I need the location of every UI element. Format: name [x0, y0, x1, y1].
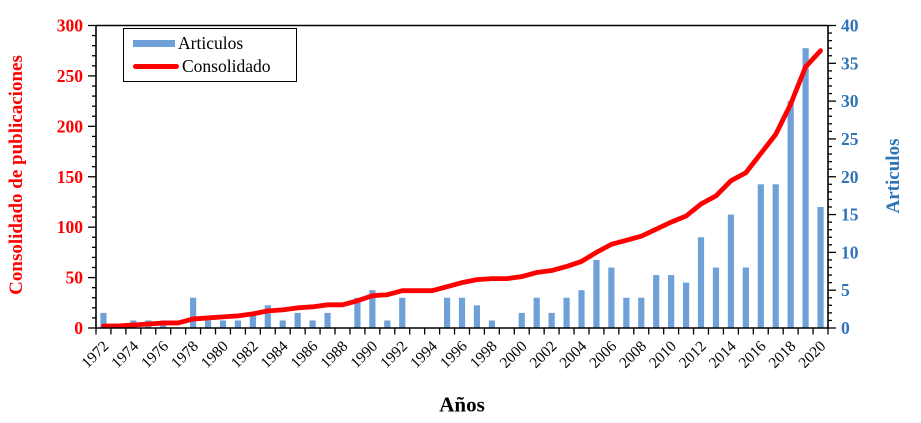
- bar-1986: [309, 320, 316, 328]
- bar-2004: [578, 290, 585, 328]
- bar-1983: [264, 305, 271, 328]
- left-tick-label: 250: [57, 66, 84, 86]
- x-tick-label: 1994: [407, 338, 441, 372]
- right-tick-label: 5: [841, 280, 850, 300]
- legend-line-swatch: [133, 64, 179, 70]
- left-tick-label: 100: [57, 217, 84, 237]
- left-tick-label: 150: [57, 167, 84, 187]
- x-tick-label: 2002: [527, 338, 561, 372]
- bar-2019: [802, 48, 809, 328]
- bar-2015: [742, 267, 749, 328]
- consolidado-line: [101, 48, 823, 329]
- legend-label: Articulos: [178, 32, 244, 53]
- right-tick-label: 30: [841, 91, 859, 111]
- x-tick-label: 2014: [706, 338, 740, 372]
- right-tick-label: 20: [841, 167, 859, 187]
- bar-2018: [787, 101, 794, 329]
- bar-2003: [563, 297, 570, 328]
- bar-1996: [458, 297, 466, 328]
- bar-2012: [697, 237, 705, 328]
- x-tick-label: 2004: [556, 338, 590, 372]
- bar-2007: [623, 297, 630, 328]
- bar-1989: [354, 297, 361, 328]
- bar-2010: [668, 275, 675, 328]
- bar-1972: [100, 312, 107, 329]
- right-axis-title: Articulos: [883, 138, 904, 214]
- x-tick-label: 1998: [467, 338, 501, 372]
- bar-2011: [682, 282, 690, 329]
- left-tick-label: 200: [57, 116, 84, 136]
- bar-1998: [488, 320, 495, 328]
- right-tick-label: 40: [841, 16, 859, 36]
- x-tick-label: 1988: [317, 338, 351, 372]
- bar-2002: [548, 312, 555, 329]
- bar-2020: [817, 207, 824, 328]
- legend-label: Consolidado: [182, 55, 271, 76]
- x-tick-label: 1976: [138, 338, 172, 372]
- x-tick-label: 2008: [616, 338, 650, 372]
- bar-1987: [324, 312, 331, 329]
- x-tick-label: 2016: [736, 338, 770, 372]
- right-tick-label: 0: [841, 318, 850, 338]
- legend-bar-swatch: [133, 39, 175, 47]
- x-tick-label: 1980: [198, 338, 232, 372]
- bar-1978: [190, 297, 197, 328]
- bar-1995: [443, 297, 451, 328]
- bar-1997: [473, 305, 481, 328]
- bar-2001: [533, 297, 540, 328]
- x-tick-label: 2020: [795, 338, 829, 372]
- bar-2008: [638, 297, 645, 328]
- x-tick-label: 2012: [676, 338, 710, 372]
- bar-2005: [593, 259, 600, 328]
- bar-1990: [369, 290, 376, 328]
- left-tick-label: 0: [74, 318, 83, 338]
- x-tick-label: 1990: [347, 338, 381, 372]
- x-tick-label: 1982: [228, 338, 262, 372]
- x-tick-label: 1972: [78, 338, 112, 372]
- legend: Articulos Consolidado: [123, 28, 297, 82]
- x-tick-label: 1992: [377, 338, 411, 372]
- bar-2009: [653, 275, 660, 328]
- bar-2006: [608, 267, 615, 328]
- right-tick-label: 10: [841, 242, 859, 262]
- left-axis-title: Consolidado de publicaciones: [6, 55, 27, 295]
- x-tick-label: 1984: [258, 338, 292, 372]
- bar-2013: [712, 267, 720, 328]
- right-tick-label: 25: [841, 129, 859, 149]
- x-axis-title: Años: [439, 392, 485, 417]
- left-tick-label: 300: [57, 16, 84, 36]
- bar-1985: [294, 312, 301, 329]
- bar-1984: [279, 320, 286, 328]
- bar-2016: [757, 184, 764, 328]
- x-tick-label: 2018: [766, 338, 800, 372]
- bar-1992: [399, 297, 406, 328]
- x-tick-label: 2006: [586, 338, 620, 372]
- bar-1981: [234, 320, 242, 328]
- bar-1979: [204, 320, 212, 328]
- x-tick-label: 1996: [437, 338, 471, 372]
- x-tick-label: 2000: [497, 338, 531, 372]
- x-tick-label: 2010: [646, 338, 680, 372]
- legend-entry-consolidado: Consolidado: [133, 56, 296, 78]
- right-tick-label: 15: [841, 205, 859, 225]
- legend-entry-articulos: Articulos: [133, 32, 296, 54]
- left-tick-label: 50: [66, 268, 84, 288]
- x-tick-label: 1978: [168, 338, 202, 372]
- x-tick-label: 1986: [287, 338, 321, 372]
- right-tick-label: 35: [841, 53, 859, 73]
- bar-2017: [772, 184, 779, 328]
- bar-1982: [249, 312, 256, 329]
- bar-1991: [384, 320, 391, 328]
- bar-2014: [727, 214, 734, 328]
- bar-2000: [518, 312, 525, 329]
- bar-1980: [219, 320, 227, 328]
- x-tick-label: 1974: [108, 338, 142, 372]
